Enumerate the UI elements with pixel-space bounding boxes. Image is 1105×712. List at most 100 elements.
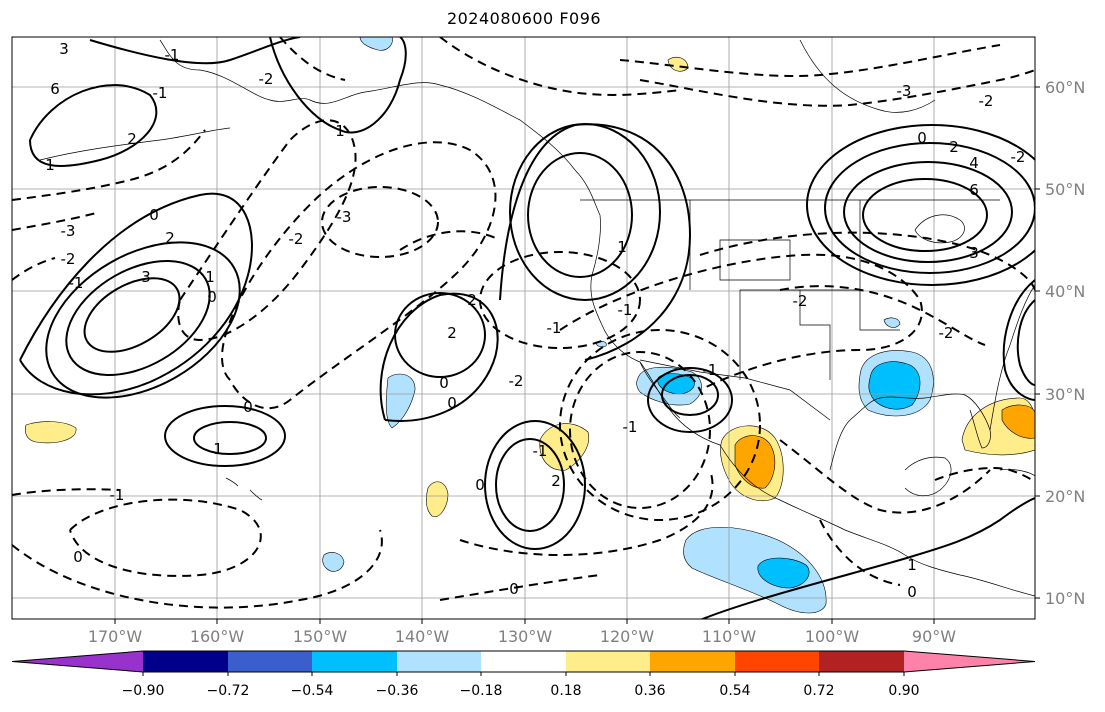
contour-label: -1 bbox=[533, 442, 548, 460]
gridlines bbox=[12, 37, 1035, 619]
contour-label: 1 bbox=[617, 238, 627, 256]
lon-axis bbox=[114, 619, 935, 624]
shade-pacific-yellow-2 bbox=[425, 481, 449, 517]
contour-label: 2 bbox=[127, 130, 137, 148]
lon-tick-label: 120°W bbox=[600, 627, 655, 646]
contour-label: -1 bbox=[703, 361, 718, 379]
contour-label: -2 bbox=[939, 324, 954, 342]
contour-label: 0 bbox=[475, 476, 485, 494]
shade-small-blue bbox=[883, 317, 901, 328]
colorbar-tick-label: −0.36 bbox=[376, 683, 419, 699]
contour-label: -2 bbox=[61, 250, 76, 268]
map-title: 2024080600 F096 bbox=[446, 9, 602, 28]
contour-label: 0 bbox=[243, 398, 253, 416]
colorbar-segment bbox=[228, 651, 312, 672]
colorbar-segment bbox=[819, 651, 904, 672]
colorbar-segment bbox=[312, 651, 397, 672]
contour-label: 1 bbox=[205, 268, 215, 286]
contour-label: 3 bbox=[59, 40, 69, 58]
shade-atlantic-mid bbox=[1001, 404, 1035, 439]
contour-label: -1 bbox=[110, 486, 125, 504]
yucatan bbox=[904, 456, 952, 497]
contour-label: 0 bbox=[149, 206, 159, 224]
colorbar-ticks bbox=[142, 672, 905, 676]
hudson-bay bbox=[799, 39, 936, 113]
contour-label: -3 bbox=[897, 82, 912, 100]
contour-label: 0 bbox=[509, 580, 519, 598]
lon-tick-label: 130°W bbox=[498, 627, 553, 646]
contour-label: -1 bbox=[165, 46, 180, 64]
lon-tick-label: 90°W bbox=[912, 627, 956, 646]
florida bbox=[964, 394, 991, 449]
colorbar-segment bbox=[481, 651, 566, 672]
contour-label: 0 bbox=[439, 374, 449, 392]
contour-label: 1 bbox=[45, 156, 55, 174]
map-area bbox=[12, 37, 1035, 619]
lon-labels: 170°W 160°W 150°W 140°W 130°W 120°W 110°… bbox=[88, 627, 956, 646]
colorbar-segment bbox=[650, 651, 735, 672]
shade-pacific-mid bbox=[757, 557, 810, 589]
contour-label: -3 bbox=[337, 208, 352, 226]
contour-label: -2 bbox=[1011, 148, 1026, 166]
colorbar-tick-label: −0.90 bbox=[122, 683, 165, 699]
contour-label: 6 bbox=[50, 80, 60, 98]
positive-contours bbox=[19, 37, 1035, 619]
lat-tick-label: 60°N bbox=[1045, 78, 1085, 97]
coastlines bbox=[39, 39, 1035, 597]
contour-label: 2 bbox=[165, 229, 175, 247]
contour-label: 1 bbox=[907, 556, 917, 574]
contour-label: 4 bbox=[969, 154, 979, 172]
negative-contours bbox=[12, 37, 1035, 609]
colorbar-segment bbox=[397, 651, 481, 672]
lat-tick-label: 20°N bbox=[1045, 487, 1085, 506]
cuba bbox=[999, 469, 1035, 477]
lon-tick-label: 110°W bbox=[702, 627, 757, 646]
shade-south-light bbox=[322, 552, 345, 572]
lat-tick-label: 10°N bbox=[1045, 589, 1085, 608]
hawaii bbox=[225, 477, 263, 501]
colorbar-extend-max bbox=[904, 651, 1035, 672]
contour-label: -1 bbox=[153, 84, 168, 102]
colorbar-extend-min bbox=[12, 651, 143, 672]
contour-label: -1 bbox=[623, 418, 638, 436]
contour-label: -1 bbox=[618, 301, 633, 319]
lon-tick-label: 140°W bbox=[395, 627, 450, 646]
contours bbox=[12, 37, 1035, 619]
contour-label: -3 bbox=[61, 222, 76, 240]
lat-tick-label: 50°N bbox=[1045, 180, 1085, 199]
colorbar-tick-label: 0.54 bbox=[719, 683, 750, 699]
contour-label: -1 bbox=[69, 274, 84, 292]
colorbar-segment bbox=[566, 651, 650, 672]
east-coast bbox=[989, 284, 1035, 431]
contour-label: -1 bbox=[547, 319, 562, 337]
contour-label: -2 bbox=[289, 230, 304, 248]
colorbar-segment bbox=[143, 651, 228, 672]
colorbar-tick-label: −0.18 bbox=[460, 683, 503, 699]
contour-label: 3 bbox=[141, 268, 151, 286]
contour-label: 0 bbox=[447, 394, 457, 412]
contour-label: -2 bbox=[509, 372, 524, 390]
contour-label: 2 bbox=[467, 291, 477, 309]
lat-tick-label: 30°N bbox=[1045, 385, 1085, 404]
lon-tick-label: 160°W bbox=[190, 627, 245, 646]
contour-label: 2 bbox=[551, 472, 561, 490]
shade-gulf-mid bbox=[868, 361, 921, 410]
contour-label: 1 bbox=[213, 440, 223, 458]
shade-hawaii-light bbox=[385, 373, 416, 429]
colorbar-tick-label: −0.54 bbox=[291, 683, 334, 699]
contour-labels: 3 6 2 1 -3 -2 -1 0 3 2 1 0 -2 -3 -2 -1 2… bbox=[45, 40, 1025, 601]
baja bbox=[639, 361, 681, 419]
west-coast bbox=[590, 214, 721, 446]
contour-label: 0 bbox=[907, 583, 917, 601]
contour-label: 0 bbox=[73, 548, 83, 566]
aleutians bbox=[39, 127, 231, 161]
lat-axis bbox=[1035, 86, 1040, 599]
contour-label: -2 bbox=[259, 70, 274, 88]
contour-label: 0 bbox=[207, 288, 217, 306]
contour-label: 6 bbox=[969, 181, 979, 199]
colorbar-tick-label: 0.36 bbox=[634, 683, 665, 699]
contour-label: 1 bbox=[335, 122, 345, 140]
shade-nw-light bbox=[359, 37, 393, 51]
great-lakes bbox=[914, 214, 965, 244]
